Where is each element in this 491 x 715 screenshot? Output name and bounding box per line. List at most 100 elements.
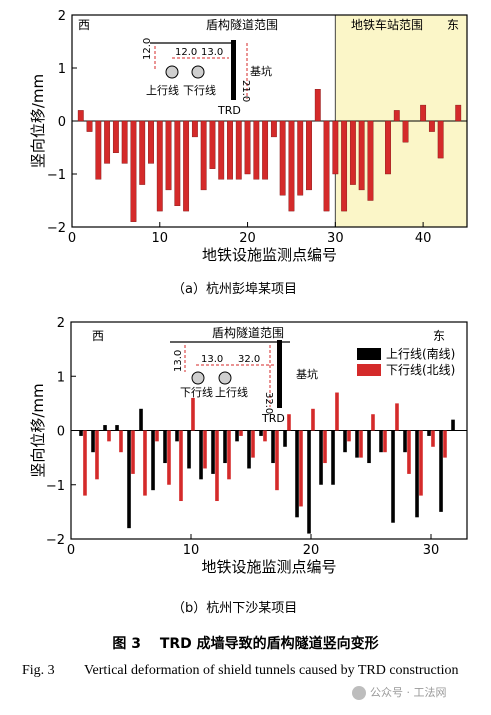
- bar: [83, 430, 87, 496]
- bar: [420, 104, 427, 122]
- bar: [155, 430, 159, 442]
- bar: [79, 430, 83, 436]
- watermark: 公众号 · 工法网: [352, 684, 447, 700]
- bar: [130, 120, 137, 222]
- bar: [323, 120, 330, 212]
- y-tick-label: −1: [47, 168, 66, 183]
- bar: [275, 430, 279, 491]
- trd-label: TRD: [217, 104, 241, 117]
- bar: [156, 120, 163, 212]
- dim-label: 13.0: [201, 354, 223, 365]
- legend-label: 下行线(北线): [386, 363, 455, 377]
- trd-wall: [277, 340, 282, 408]
- bar: [104, 120, 111, 164]
- bar: [127, 430, 131, 529]
- bar: [335, 392, 339, 431]
- down-line-tunnel-circle: [191, 65, 205, 79]
- bar: [247, 430, 251, 469]
- wechat-icon: [352, 686, 366, 700]
- bar: [263, 430, 267, 442]
- chart-b: 0 10 20 30 −2 −1 0 1 2 地铁设施监测点编号 竖向位移/mm 西 东 盾构隧道范围上行…: [29, 316, 468, 576]
- bar: [270, 120, 277, 138]
- bar: [347, 430, 351, 442]
- bar: [455, 104, 462, 122]
- x-tick-label: 10: [183, 543, 200, 558]
- pit-label: 基坑: [250, 64, 272, 78]
- bar: [262, 120, 269, 180]
- bar: [199, 430, 203, 480]
- bar: [95, 120, 102, 180]
- bar: [451, 419, 455, 431]
- bar: [323, 430, 327, 464]
- bar: [443, 430, 447, 458]
- caption-a: （a）杭州彭埠某项目: [172, 282, 297, 297]
- bar: [235, 430, 239, 442]
- bar: [223, 430, 227, 464]
- down-line-label: 下行线: [183, 83, 216, 97]
- x-axis-label: 地铁设施监测点编号: [202, 246, 337, 264]
- bar: [163, 430, 167, 464]
- bar: [251, 430, 255, 458]
- bar: [167, 430, 171, 485]
- y-tick-label: 0: [58, 115, 66, 130]
- caption-b: （b）杭州下沙某项目: [172, 601, 298, 616]
- bar: [283, 430, 287, 447]
- dim-label: 12.0: [142, 38, 153, 60]
- bar: [119, 430, 123, 453]
- bar: [287, 414, 291, 431]
- bar: [239, 430, 243, 436]
- bar: [383, 430, 387, 453]
- tunnel-range-label: 盾构隧道范围: [212, 325, 284, 340]
- dim-label: 13.0: [173, 350, 184, 372]
- bar: [235, 120, 242, 180]
- down-line-label: 下行线: [180, 385, 213, 399]
- bar: [297, 120, 304, 196]
- figure-caption-cn: 图 3 TRD 成墙导致的盾构隧道竖向变形: [112, 636, 379, 652]
- bar: [391, 430, 395, 523]
- down-line-tunnel-circle: [191, 371, 205, 385]
- bar: [95, 430, 99, 480]
- x-tick-label: 10: [152, 231, 169, 246]
- x-tick-label: 40: [415, 231, 432, 246]
- bar: [103, 425, 107, 431]
- y-tick-label: 1: [58, 62, 66, 77]
- x-tick-label: 0: [67, 543, 75, 558]
- bar: [215, 430, 219, 502]
- up-line-tunnel-circle: [218, 371, 232, 385]
- bar: [385, 120, 391, 175]
- bar: [431, 430, 435, 447]
- y-axis-label: 竖向位移/mm: [29, 74, 47, 168]
- bar: [131, 430, 135, 474]
- bar: [227, 430, 231, 480]
- pit-label: 基坑: [296, 367, 318, 381]
- y-axis-label: 竖向位移/mm: [29, 383, 47, 477]
- legend-label: 上行线(南线): [386, 346, 455, 361]
- bar: [314, 88, 321, 122]
- y-tick-label: −2: [46, 533, 65, 548]
- up-line-label: 上行线: [146, 83, 179, 97]
- west-label: 西: [78, 18, 90, 32]
- bar: [165, 120, 172, 191]
- bar: [355, 430, 359, 458]
- bar: [174, 120, 181, 207]
- x-tick-label: 30: [327, 231, 344, 246]
- bar: [415, 430, 419, 518]
- dim-label: 13.0: [201, 47, 223, 58]
- bar: [367, 430, 371, 464]
- east-label: 东: [433, 329, 445, 343]
- bar: [307, 430, 311, 534]
- bar: [151, 430, 155, 491]
- bar: [367, 120, 374, 201]
- up-line-tunnel-circle: [165, 65, 179, 79]
- bar: [203, 430, 207, 469]
- bar: [187, 430, 191, 469]
- y-tick-label: 0: [57, 425, 65, 440]
- x-tick-label: 20: [239, 231, 256, 246]
- bar: [279, 120, 286, 196]
- bar: [86, 120, 93, 132]
- bar: [148, 120, 154, 164]
- bar: [183, 120, 190, 212]
- bar: [253, 120, 260, 180]
- bar: [112, 120, 119, 153]
- bar: [403, 430, 407, 453]
